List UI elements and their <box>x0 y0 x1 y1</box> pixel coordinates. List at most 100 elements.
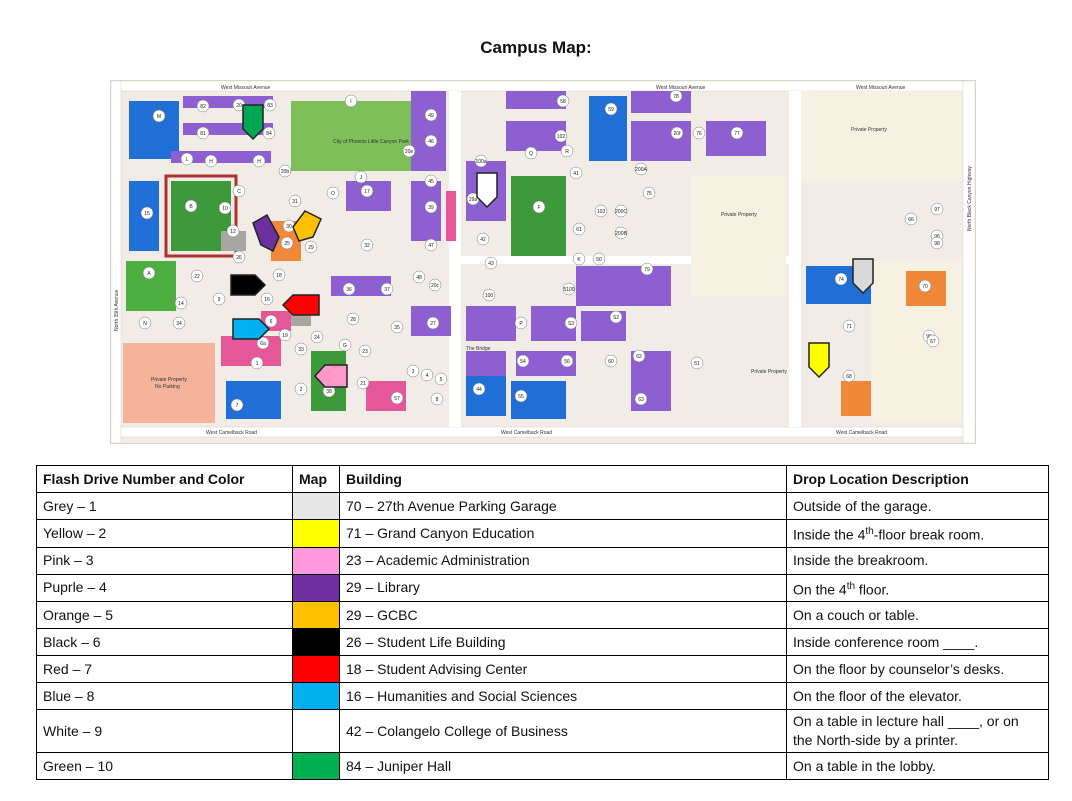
building-pin-marker <box>288 194 302 208</box>
building-pin-marker <box>474 154 488 168</box>
building-pin-marker <box>402 144 416 158</box>
building-pin: 34 <box>172 316 186 330</box>
building-pin: 71 <box>842 319 856 333</box>
table-row: Grey – 1 70 – 27th Avenue Parking Garage O… <box>36 492 1049 520</box>
color-swatch <box>293 547 339 574</box>
building-pin: 6 <box>264 314 278 328</box>
building-pin-label: 68 <box>846 374 852 380</box>
building-pin: 25 <box>280 236 294 250</box>
building-pin-marker <box>196 126 210 140</box>
building-pin-marker <box>204 154 218 168</box>
building-cell: 71 – Grand Canyon Education <box>339 519 787 548</box>
building-pin-marker <box>250 356 264 370</box>
building-pin: 100 <box>482 288 496 302</box>
building-pin: 37 <box>380 282 394 296</box>
table-row: Pink – 3 23 – Academic Administration Insi… <box>36 546 1049 575</box>
building-pin-marker <box>142 266 156 280</box>
color-swatch-cell <box>292 655 340 684</box>
building-pin-marker <box>344 94 358 108</box>
description-text-tail: floor. <box>855 581 890 598</box>
building-pin-label: 47 <box>428 243 434 249</box>
building-pin-label: 16 <box>264 297 270 303</box>
building-pin-marker <box>424 134 438 148</box>
building-pin-label: 18 <box>276 273 282 279</box>
road-mid-h <box>461 256 791 264</box>
building-pin-marker <box>304 240 318 254</box>
building-pin-label: 76 <box>696 131 702 137</box>
building-pin-label: 54 <box>520 359 526 365</box>
building-pin-marker <box>842 319 856 333</box>
flag-marker-orange <box>292 210 322 242</box>
building-pin: 63 <box>634 392 648 406</box>
building-pin: 50 <box>592 252 606 266</box>
building-pin-label: S2 <box>613 315 619 321</box>
color-swatch <box>293 629 339 656</box>
building-pin-label: 20b <box>281 169 290 175</box>
building-pin-marker <box>472 382 486 396</box>
building-pin: 100a <box>474 154 488 168</box>
field-right <box>511 176 566 256</box>
header-drive: Flash Drive Number and Color <box>36 465 293 493</box>
building-pin: 42 <box>476 232 490 246</box>
building-pin-label: 61 <box>576 227 582 233</box>
color-swatch <box>293 493 339 519</box>
building-pin-marker <box>260 292 274 306</box>
building-pin-label: 75 <box>646 191 652 197</box>
building-pin: 10 <box>218 201 232 215</box>
private-label-4: Private Property <box>151 377 187 383</box>
building-pin-label: 34 <box>176 321 182 327</box>
description-text: On the floor by counselor’s desks. <box>793 660 1005 677</box>
building-pin-label: 20c <box>431 283 440 289</box>
building-pin-label: 38 <box>326 389 332 395</box>
building-pin-label: 84 <box>266 131 272 137</box>
building-pin-label: 71 <box>846 324 852 330</box>
building-pin-marker <box>190 269 204 283</box>
building-pin-marker <box>380 282 394 296</box>
building-pin-marker <box>690 356 704 370</box>
building-pin-marker <box>262 126 276 140</box>
building-pin-marker <box>326 186 340 200</box>
building-pin-label: L <box>186 157 189 163</box>
building-pin-label: 1 <box>256 361 259 367</box>
building-pin: I <box>344 94 358 108</box>
private-zone-mid <box>691 176 786 296</box>
building-pin: A <box>142 266 156 280</box>
building-pin-marker <box>428 278 442 292</box>
street-label-top-right: West Missouri Avenue <box>856 85 906 91</box>
building-pin-label: 102 <box>557 134 566 140</box>
no-parking-label: No Parking <box>155 384 180 390</box>
building-cell: 29 – GCBC <box>339 601 787 630</box>
page-title: Campus Map: <box>480 38 592 57</box>
building-pin-label: 32 <box>364 243 370 249</box>
building-pin: 103 <box>594 204 608 218</box>
table-row: Orange – 5 29 – GCBC On a couch or table. <box>36 601 1049 630</box>
building-pin-marker <box>358 344 372 358</box>
building-pin: 70 <box>918 279 932 293</box>
drive-cell: Puprle – 4 <box>36 573 293 603</box>
building-pin-label: H <box>257 159 261 165</box>
building-cell: 70 – 27th Avenue Parking Garage <box>339 492 787 520</box>
description-cell: Inside the 4th-floor break room. <box>786 519 1049 548</box>
flag-marker-green <box>242 104 264 141</box>
parking-lot-sw <box>123 343 215 423</box>
building-pin: M <box>152 109 166 123</box>
building-pin: 20f <box>670 126 684 140</box>
building-pin-marker <box>406 364 420 378</box>
building-pin-label: 59 <box>608 107 614 113</box>
building-pin-label: 39 <box>428 205 434 211</box>
flash-drive-flags <box>230 104 874 388</box>
color-swatch-cell <box>292 709 340 754</box>
building-pin: 32 <box>360 238 374 252</box>
building-cell: 84 – Juniper Hall <box>339 752 787 781</box>
building-pin: 35 <box>390 320 404 334</box>
building-pin-label: Q <box>529 151 533 157</box>
building-pin: H <box>252 154 266 168</box>
building-pin-marker <box>556 94 570 108</box>
description-cell: On the floor of the elevator. <box>786 682 1049 711</box>
building-pin: C <box>232 184 246 198</box>
description-text: Outside of the garage. <box>793 497 932 514</box>
building-pin: 200B <box>614 226 627 240</box>
building-pin: P <box>514 316 528 330</box>
building-pin: 4 <box>420 368 434 382</box>
drive-cell: Red – 7 <box>36 655 293 684</box>
